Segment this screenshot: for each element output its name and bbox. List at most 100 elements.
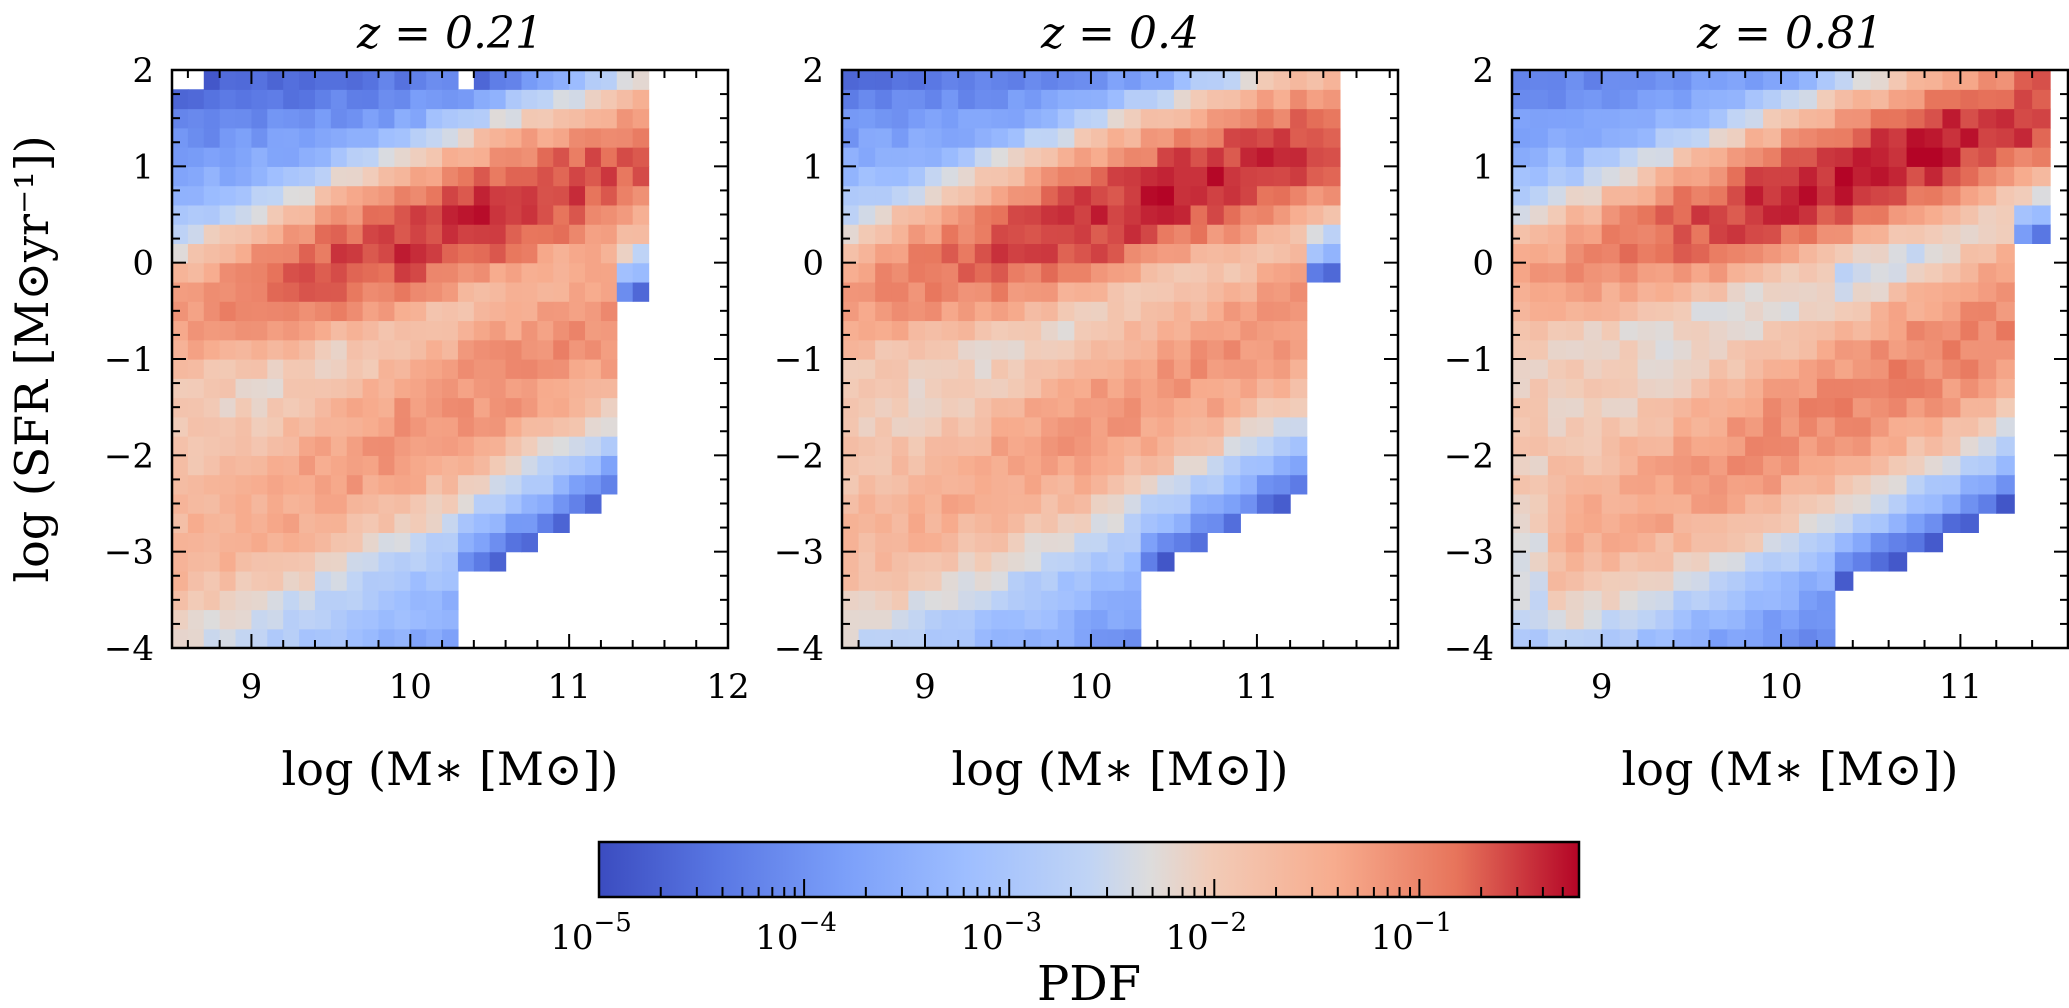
heatmap-cell: [1223, 108, 1241, 129]
heatmap-cell: [1798, 436, 1818, 456]
heatmap-cell: [1834, 89, 1854, 110]
heatmap-cell: [1323, 224, 1341, 244]
heatmap-cell: [521, 493, 538, 514]
heatmap-cell: [505, 204, 523, 225]
heatmap-cell: [1074, 166, 1092, 187]
heatmap-cell: [457, 108, 475, 129]
heatmap-cell: [1924, 359, 1944, 379]
heatmap-cell: [1906, 262, 1926, 283]
heatmap-cell: [1619, 397, 1639, 418]
heatmap-cell: [891, 455, 909, 476]
heatmap-cell: [1157, 281, 1175, 302]
y-tick-label: 0: [802, 244, 824, 284]
heatmap-cell: [941, 281, 959, 302]
heatmap-cell: [1529, 416, 1549, 437]
heatmap-cell: [1942, 378, 1961, 399]
heatmap-cell: [632, 262, 650, 283]
heatmap-cell: [1745, 551, 1764, 572]
heatmap-cell: [1140, 397, 1158, 418]
heatmap-cell: [1024, 262, 1042, 283]
heatmap-cell: [1655, 628, 1675, 648]
heatmap-cell: [1057, 70, 1075, 90]
heatmap-cell: [1290, 185, 1308, 206]
heatmap-cell: [1673, 455, 1692, 476]
heatmap-cell: [1306, 262, 1324, 283]
heatmap-cell: [1691, 513, 1710, 533]
heatmap-cell: [1256, 185, 1275, 206]
heatmap-cell: [924, 70, 943, 90]
x-tick-label: 11: [548, 667, 591, 707]
heatmap-cell: [908, 416, 926, 437]
heatmap-cell: [1273, 204, 1291, 225]
heatmap-cell: [1745, 320, 1764, 341]
heatmap-cell: [958, 204, 976, 225]
heatmap-cell: [1637, 147, 1657, 167]
heatmap-cell: [1727, 89, 1746, 110]
heatmap-cell: [1240, 378, 1258, 399]
heatmap-cell: [1207, 320, 1225, 341]
heatmap-cell: [1619, 551, 1639, 572]
heatmap-cell: [1870, 397, 1890, 418]
heatmap-cell: [219, 320, 237, 341]
heatmap-cell: [553, 493, 570, 514]
heatmap-cell: [378, 185, 395, 206]
heatmap-cell: [1074, 89, 1092, 110]
heatmap-cell: [442, 127, 459, 148]
heatmap-cell: [1745, 339, 1764, 360]
heatmap-cell: [1960, 513, 1979, 533]
heatmap-cell: [1565, 108, 1585, 129]
heatmap-cell: [1074, 204, 1092, 225]
heatmap-cell: [1852, 301, 1872, 322]
heatmap-cell: [569, 455, 586, 476]
heatmap-cell: [1190, 359, 1208, 379]
heatmap-cell: [1565, 513, 1585, 533]
heatmap-cell: [1107, 436, 1125, 456]
heatmap-cell: [1190, 397, 1208, 418]
heatmap-cell: [1673, 513, 1692, 533]
heatmap-cell: [1870, 455, 1890, 476]
heatmap-cell: [537, 320, 554, 341]
heatmap-cell: [1157, 320, 1175, 341]
heatmap-cell: [410, 339, 427, 360]
heatmap-cell: [187, 89, 205, 110]
heatmap-cell: [283, 204, 300, 225]
heatmap-cell: [235, 108, 253, 129]
heatmap-cell: [172, 609, 189, 630]
heatmap-cell: [1619, 570, 1639, 591]
heatmap-cell: [1074, 224, 1092, 244]
heatmap-cell: [1273, 436, 1291, 456]
heatmap-cell: [1870, 359, 1890, 379]
heatmap-cell: [235, 339, 253, 360]
heatmap-cell: [1763, 359, 1782, 379]
heatmap-cell: [251, 339, 268, 360]
heatmap-cell: [1074, 301, 1092, 322]
heatmap-cell: [1763, 339, 1782, 360]
heatmap-cell: [457, 532, 475, 553]
heatmap-cell: [489, 532, 507, 553]
heatmap-cell: [314, 493, 332, 514]
heatmap-cell: [1273, 416, 1291, 437]
heatmap-cell: [1173, 339, 1192, 360]
heatmap-cell: [1709, 436, 1728, 456]
heatmap-cell: [1107, 89, 1125, 110]
heatmap-cell: [1007, 455, 1026, 476]
heatmap-cell: [1547, 339, 1567, 360]
heatmap-cell: [1655, 108, 1675, 129]
heatmap-cell: [600, 301, 618, 322]
heatmap-cell: [473, 551, 491, 572]
heatmap-cell: [1906, 204, 1926, 225]
heatmap-cell: [346, 224, 364, 244]
heatmap-cell: [394, 185, 411, 206]
heatmap-cell: [1173, 262, 1192, 283]
heatmap-cell: [924, 532, 943, 553]
heatmap-cell: [283, 359, 300, 379]
heatmap-cell: [219, 590, 237, 611]
tick-marks: [172, 69, 729, 649]
heatmap-cell: [346, 301, 364, 322]
heatmap-cell: [1090, 281, 1109, 302]
heatmap-cell: [1190, 301, 1208, 322]
heatmap-cell: [1673, 590, 1692, 611]
heatmap-cell: [299, 166, 316, 187]
heatmap-cell: [1745, 628, 1764, 648]
heatmap-cell: [1240, 474, 1258, 495]
